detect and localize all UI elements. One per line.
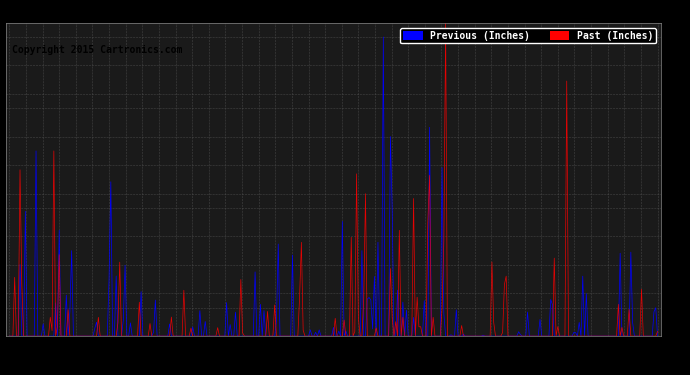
Legend: Previous (Inches), Past (Inches): Previous (Inches), Past (Inches) [400, 28, 656, 44]
Title: Outdoor Rain Daily Amount (Past/Previous Year) 20150127: Outdoor Rain Daily Amount (Past/Previous… [83, 4, 584, 20]
Text: Copyright 2015 Cartronics.com: Copyright 2015 Cartronics.com [12, 45, 183, 55]
